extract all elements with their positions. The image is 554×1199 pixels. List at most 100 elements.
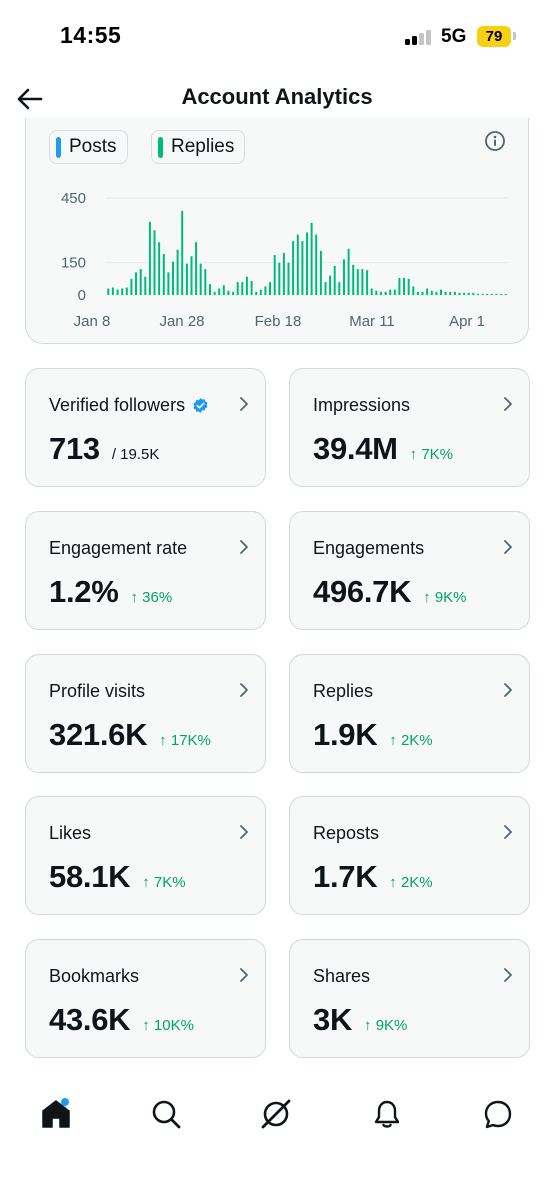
stat-card-shares[interactable]: Shares 3K ↑ 9K%	[289, 939, 530, 1058]
replies-bar	[375, 290, 378, 295]
stat-card-engagements[interactable]: Engagements 496.7K ↑ 9K%	[289, 511, 530, 630]
replies-bar	[222, 285, 225, 295]
stat-label-wrap: Verified followers	[49, 395, 209, 416]
info-icon[interactable]	[484, 130, 506, 152]
tab-search[interactable]	[146, 1094, 186, 1134]
stat-change: ↑ 9K%	[423, 589, 467, 606]
chevron-right-icon	[504, 683, 512, 697]
stat-change: ↑ 7K%	[409, 446, 454, 463]
replies-bar	[356, 269, 359, 295]
replies-bar	[227, 290, 230, 295]
replies-bar	[389, 289, 392, 295]
replies-bar	[121, 288, 124, 295]
chevron-right-icon	[504, 397, 512, 411]
replies-bar	[384, 291, 387, 295]
replies-bar	[398, 277, 401, 295]
replies-bar	[301, 241, 304, 295]
page-title: Account Analytics	[181, 84, 373, 109]
stat-label: Engagement rate	[49, 538, 188, 558]
stat-label: Likes	[49, 823, 92, 843]
replies-bar	[347, 248, 350, 295]
y-tick-label: 450	[61, 190, 86, 207]
legend-posts-label: Posts	[69, 136, 117, 157]
arrow-left-icon	[17, 88, 43, 110]
replies-bar	[379, 291, 382, 295]
replies-bar	[158, 242, 161, 295]
replies-bar	[361, 269, 364, 295]
replies-bar	[199, 263, 202, 295]
stat-card-profile-visits[interactable]: Profile visits 321.6K ↑ 17K%	[25, 654, 266, 773]
stat-card-reposts[interactable]: Reposts 1.7K ↑ 2K%	[289, 796, 530, 915]
replies-bar	[315, 234, 318, 295]
chevron-right-icon	[240, 397, 248, 411]
replies-bar	[306, 232, 308, 295]
replies-bar	[172, 261, 174, 295]
stat-value-row: 1.2% ↑ 36%	[49, 574, 172, 610]
replies-bar	[125, 287, 128, 295]
stat-label: Shares	[313, 966, 371, 986]
replies-bar	[333, 265, 336, 295]
replies-bar-chart: 450 150 0 Jan 8 Jan 28 Feb 18 Mar 11 Apr 1	[61, 190, 508, 330]
replies-bar	[153, 230, 156, 295]
replies-bar	[458, 292, 461, 295]
replies-bar	[407, 278, 410, 295]
stat-card-impressions[interactable]: Impressions 39.4M ↑ 7K%	[289, 368, 530, 487]
back-button[interactable]	[12, 82, 46, 116]
stat-change: ↑ 17K%	[159, 732, 211, 749]
stat-value: 43.6K	[49, 1002, 131, 1037]
replies-bar	[255, 291, 258, 295]
stat-value-row: 1.7K ↑ 2K%	[313, 859, 433, 895]
replies-bar	[116, 289, 119, 295]
replies-bar	[463, 292, 466, 295]
replies-bar	[310, 222, 313, 295]
replies-bar	[287, 262, 290, 295]
replies-bar	[269, 282, 271, 295]
replies-bar	[259, 289, 262, 295]
posts-swatch	[56, 136, 61, 158]
stat-value: 496.7K	[313, 574, 412, 609]
replies-bar	[282, 253, 285, 295]
status-time: 14:55	[60, 22, 122, 48]
replies-bar	[495, 293, 498, 295]
replies-bar	[195, 242, 198, 295]
replies-bar	[449, 291, 452, 295]
stat-value: 713	[49, 431, 100, 466]
replies-bar	[107, 288, 110, 295]
replies-bar	[352, 264, 355, 295]
battery-icon: 79	[477, 26, 511, 47]
replies-bar	[403, 277, 405, 295]
replies-bar	[250, 281, 253, 295]
stat-card-replies[interactable]: Replies 1.9K ↑ 2K%	[289, 654, 530, 773]
replies-bar	[472, 292, 475, 295]
replies-bar	[213, 291, 216, 295]
replies-bar	[190, 256, 193, 295]
stat-card-likes[interactable]: Likes 58.1K ↑ 7K%	[25, 796, 266, 915]
stat-card-bookmarks[interactable]: Bookmarks 43.6K ↑ 10K%	[25, 939, 266, 1058]
tab-notifications[interactable]	[367, 1094, 407, 1134]
stat-label: Profile visits	[49, 681, 146, 701]
replies-bar	[181, 210, 184, 295]
stat-value-row: 321.6K ↑ 17K%	[49, 717, 211, 753]
replies-bar	[204, 269, 207, 295]
replies-bar	[370, 288, 373, 295]
stat-change: ↑ 7K%	[142, 874, 186, 891]
tab-home[interactable]	[36, 1094, 76, 1134]
replies-swatch	[158, 136, 163, 158]
stat-value-row: 58.1K ↑ 7K%	[49, 859, 186, 895]
tab-grok[interactable]	[256, 1094, 296, 1134]
legend-posts-chip[interactable]: Posts	[49, 130, 128, 164]
replies-bar	[218, 288, 221, 295]
tab-messages[interactable]	[478, 1094, 518, 1134]
replies-bar	[209, 284, 211, 295]
legend-replies-chip[interactable]: Replies	[151, 130, 246, 164]
replies-bar	[486, 293, 489, 295]
replies-bar	[162, 254, 165, 295]
replies-bar	[185, 263, 188, 295]
y-tick-label: 0	[78, 287, 86, 304]
replies-bar	[343, 259, 345, 295]
stat-card-verified-followers[interactable]: Verified followers 713 / 19.5K	[25, 368, 266, 487]
stat-value-row: 39.4M ↑ 7K%	[313, 431, 453, 467]
battery-tip	[513, 32, 516, 40]
stat-card-engagement-rate[interactable]: Engagement rate 1.2% ↑ 36%	[25, 511, 266, 630]
y-tick-label: 150	[61, 255, 86, 272]
